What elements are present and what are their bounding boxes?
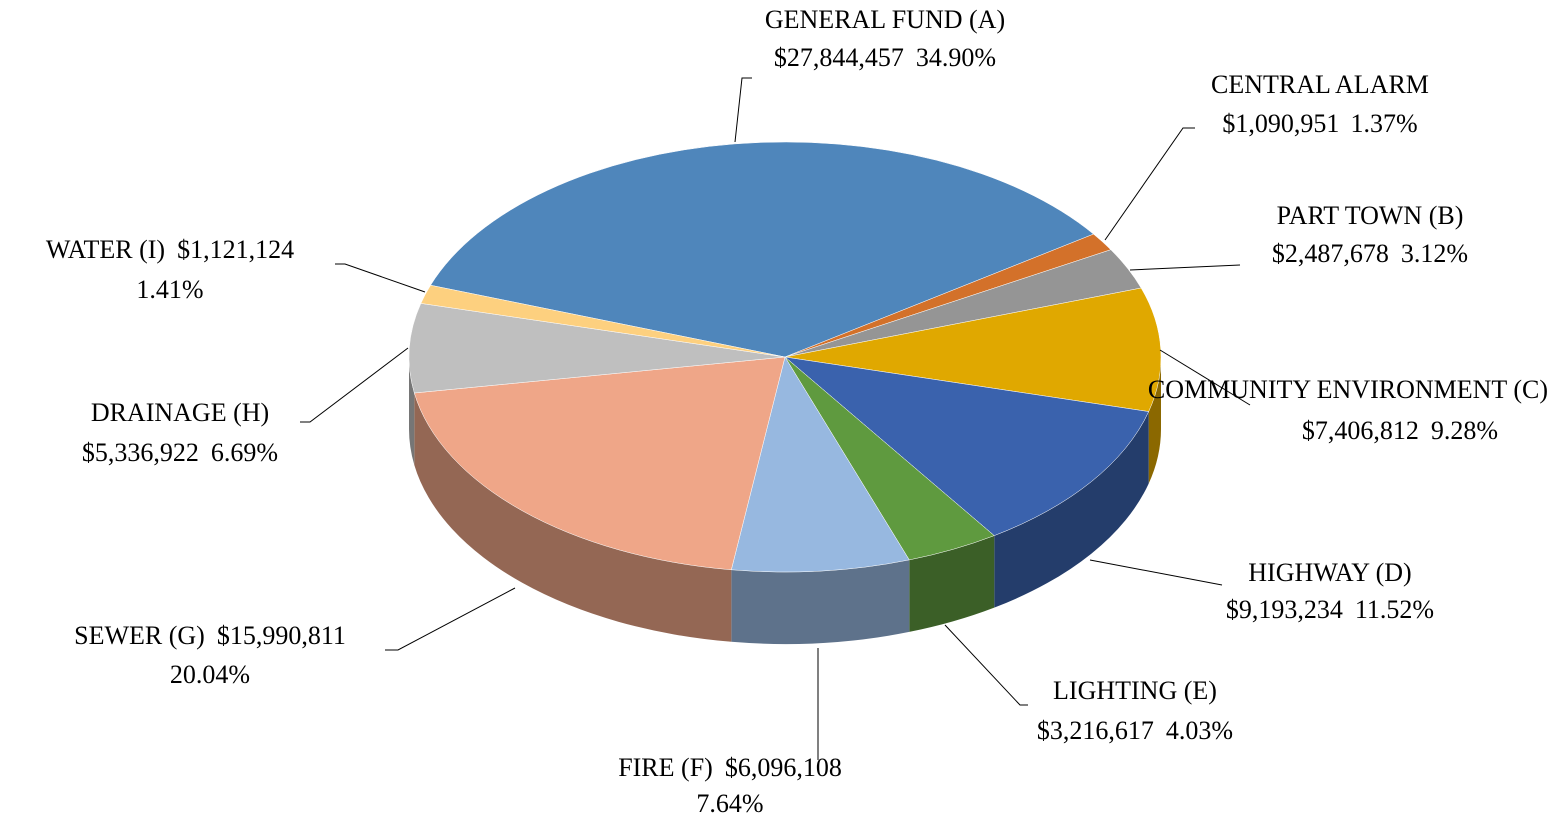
data-label: CENTRAL ALARM — [1211, 70, 1429, 99]
data-label: COMMUNITY ENVIRONMENT (C) — [1148, 375, 1548, 404]
label-categories: LIGHTING (E) — [1053, 676, 1217, 705]
leader-line — [944, 624, 1028, 706]
slice — [430, 141, 1095, 358]
slice — [408, 303, 786, 394]
slice-side — [1148, 357, 1161, 484]
data-label: $2,487,678 3.12% — [1272, 239, 1468, 268]
label-percent_labels: 3.12% — [1401, 239, 1468, 268]
data-label: WATER (I) $1,121,124 — [46, 235, 294, 264]
data-label: HIGHWAY (D) — [1248, 558, 1411, 587]
leader-line — [1089, 559, 1223, 586]
label-value_labels: $15,990,811 — [217, 621, 346, 650]
leader-line — [1129, 264, 1241, 271]
label-value_labels: $2,487,678 — [1272, 239, 1389, 268]
leader-line — [300, 347, 409, 423]
slice — [731, 356, 910, 573]
label-value_labels: $1,090,951 — [1222, 109, 1338, 138]
label-categories: COMMUNITY ENVIRONMENT (C) — [1148, 375, 1548, 404]
data-label: 20.04% — [170, 660, 250, 689]
leader-line — [1104, 127, 1195, 241]
label-value_labels: $7,406,812 — [1302, 416, 1419, 445]
label-percent_labels: 20.04% — [170, 660, 250, 689]
slice-side — [409, 357, 415, 466]
label-categories: PART TOWN (B) — [1277, 201, 1464, 230]
slice-side — [731, 559, 910, 644]
label-categories: GENERAL FUND (A) — [765, 5, 1005, 34]
data-label: PART TOWN (B) — [1277, 201, 1464, 230]
label-percent_labels: 34.90% — [916, 43, 996, 72]
slice-side — [414, 393, 732, 642]
label-categories: DRAINAGE (H) — [91, 398, 269, 427]
slice-side — [994, 411, 1149, 608]
slice — [784, 356, 1150, 536]
label-value_labels: $1,121,124 — [177, 235, 294, 264]
label-categories: CENTRAL ALARM — [1211, 70, 1429, 99]
label-categories: FIRE (F) — [618, 753, 713, 782]
data-label: $1,090,951 1.37% — [1222, 109, 1417, 138]
label-percent_labels: 1.37% — [1350, 109, 1417, 138]
data-label: $5,336,922 6.69% — [82, 438, 278, 467]
slice — [413, 356, 786, 571]
leader-line — [734, 77, 752, 143]
data-label: $9,193,234 11.52% — [1226, 595, 1434, 624]
data-label: $7,406,812 9.28% — [1302, 416, 1498, 445]
label-percent_labels: 1.41% — [136, 275, 203, 304]
data-label: 7.64% — [696, 789, 763, 818]
data-label: FIRE (F) $6,096,108 — [618, 753, 842, 782]
label-percent_labels: 11.52% — [1355, 595, 1434, 624]
label-percent_labels: 4.03% — [1166, 716, 1233, 745]
data-label: $27,844,457 34.90% — [774, 43, 996, 72]
label-categories: SEWER (G) — [74, 621, 205, 650]
data-label: 1.41% — [136, 275, 203, 304]
label-value_labels: $6,096,108 — [725, 753, 842, 782]
label-percent_labels: 6.69% — [211, 438, 278, 467]
label-value_labels: $9,193,234 — [1226, 595, 1343, 624]
label-percent_labels: 9.28% — [1431, 416, 1498, 445]
label-value_labels: $27,844,457 — [774, 43, 904, 72]
data-label: $3,216,617 4.03% — [1037, 716, 1233, 745]
data-label: DRAINAGE (H) — [91, 398, 269, 427]
label-percent_labels: 7.64% — [696, 789, 763, 818]
label-value_labels: $5,336,922 — [82, 438, 199, 467]
data-label: GENERAL FUND (A) — [765, 5, 1005, 34]
slice — [784, 287, 1162, 412]
leader-line — [335, 263, 426, 293]
data-label: SEWER (G) $15,990,811 — [74, 621, 346, 650]
slice — [420, 284, 786, 358]
label-value_labels: $3,216,617 — [1037, 716, 1154, 745]
data-label: LIGHTING (E) — [1053, 676, 1217, 705]
label-categories: WATER (I) — [46, 235, 165, 264]
slice-side — [909, 535, 995, 632]
leader-line — [385, 587, 516, 651]
label-categories: HIGHWAY (D) — [1248, 558, 1411, 587]
leader-line — [1159, 349, 1251, 406]
